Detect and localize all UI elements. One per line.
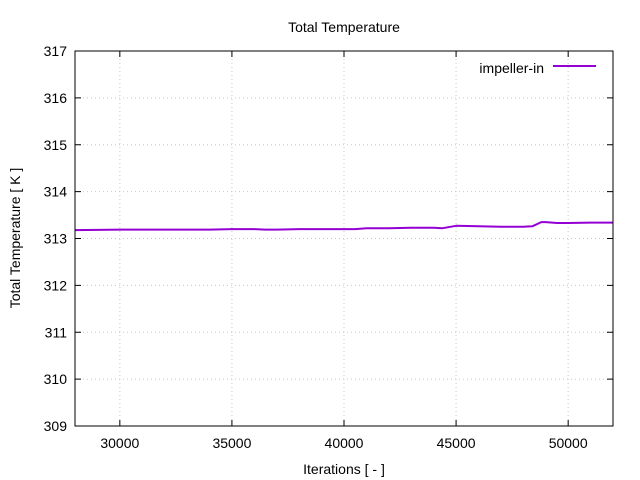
x-tick-label: 50000: [549, 435, 588, 451]
legend-label: impeller-in: [479, 60, 544, 76]
x-tick-label: 35000: [212, 435, 251, 451]
y-tick-label: 312: [44, 277, 68, 293]
y-tick-label: 317: [44, 43, 68, 59]
x-tick-label: 45000: [437, 435, 476, 451]
x-axis-title: Iterations [ - ]: [303, 461, 385, 477]
y-tick-label: 310: [44, 371, 68, 387]
tick-layer: 309 310 311 312 313 314 315 316 317 30000 35000 400…: [44, 43, 613, 451]
grid-layer: [75, 50, 613, 427]
y-tick-label: 315: [44, 137, 68, 153]
data-layer: [74, 221, 613, 232]
y-tick-label: 313: [44, 231, 68, 247]
legend: impeller-in: [479, 60, 596, 76]
y-tick-label: 311: [45, 324, 68, 340]
y-tick-label: 316: [44, 90, 68, 106]
x-tick-label: 30000: [100, 435, 139, 451]
y-axis-title: Total Temperature [ K ]: [7, 168, 23, 309]
x-tick-label: 40000: [325, 435, 364, 451]
chart-title: Total Temperature: [288, 19, 400, 35]
y-tick-label: 314: [44, 184, 68, 200]
y-tick-label: 309: [44, 418, 68, 434]
series-line-impeller-in: [74, 221, 613, 232]
